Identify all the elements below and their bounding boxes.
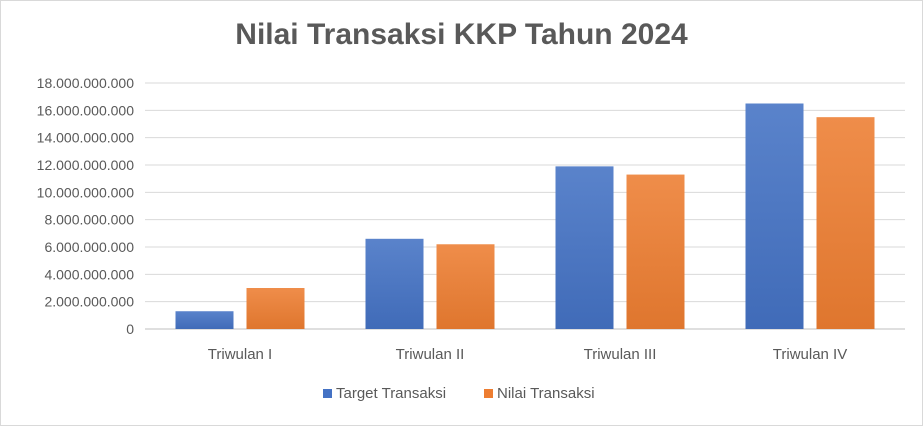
bar-target-2 bbox=[365, 238, 424, 329]
bar-target-4 bbox=[745, 103, 804, 329]
y-tick-label: 8.000.000.000 bbox=[44, 212, 134, 228]
y-tick-label: 2.000.000.000 bbox=[44, 294, 134, 310]
y-tick-label: 4.000.000.000 bbox=[44, 266, 134, 282]
y-tick-label: 14.000.000.000 bbox=[37, 130, 135, 146]
legend-label: Target Transaksi bbox=[336, 385, 446, 402]
bar-nilai-3 bbox=[626, 174, 685, 329]
legend-swatch bbox=[323, 389, 332, 398]
x-category-label: Triwulan IV bbox=[773, 346, 847, 363]
y-tick-label: 6.000.000.000 bbox=[44, 239, 134, 255]
bar-nilai-1 bbox=[246, 288, 305, 329]
bar-target-1 bbox=[175, 311, 234, 329]
y-tick-label: 12.000.000.000 bbox=[37, 157, 135, 173]
y-tick-label: 18.000.000.000 bbox=[37, 75, 135, 91]
chart-title: Nilai Transaksi KKP Tahun 2024 bbox=[235, 18, 688, 51]
y-tick-label: 16.000.000.000 bbox=[37, 102, 135, 118]
bar-nilai-2 bbox=[436, 244, 495, 329]
legend-swatch bbox=[484, 389, 493, 398]
x-category-label: Triwulan III bbox=[584, 346, 657, 363]
bar-target-3 bbox=[555, 166, 614, 329]
x-category-label: Triwulan II bbox=[396, 346, 465, 363]
legend-label: Nilai Transaksi bbox=[497, 385, 595, 402]
x-category-label: Triwulan I bbox=[208, 346, 272, 363]
y-tick-label: 10.000.000.000 bbox=[37, 184, 135, 200]
y-tick-label: 0 bbox=[126, 321, 134, 337]
bar-nilai-4 bbox=[816, 117, 875, 330]
